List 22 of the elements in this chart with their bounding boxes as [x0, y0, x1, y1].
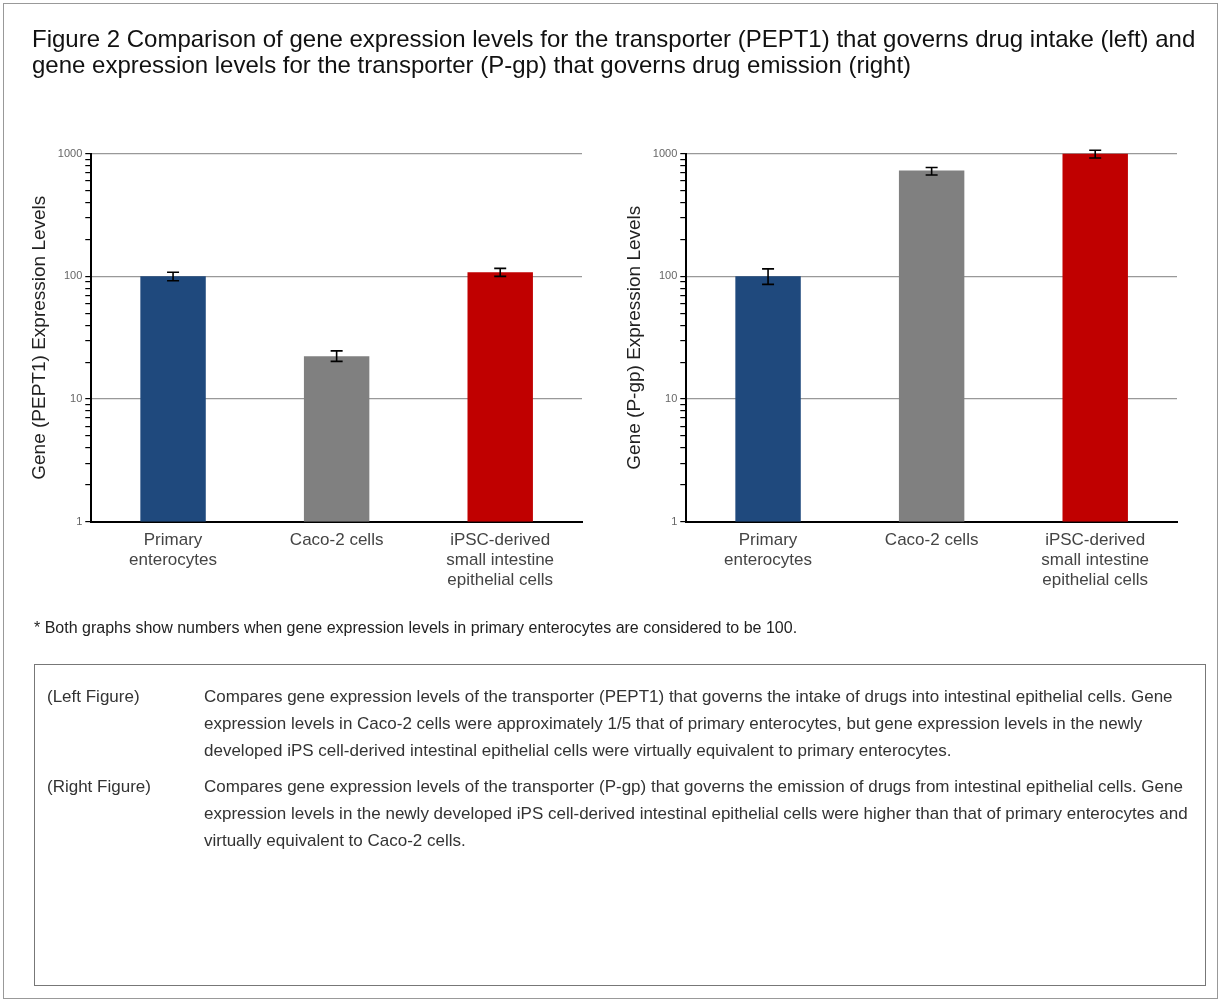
chart-title: Figure 2 Comparison of gene expression levels for the transporter (PEPT1) that governs drug intake (left) and gene expression levels for the transporter (P-gp) that governs drug emission (right)	[32, 25, 1197, 78]
y-tick-label: 100	[63, 269, 83, 282]
y-tick-label: 1	[76, 514, 83, 527]
text: (Right Figure)	[47, 776, 152, 798]
y-tick-label: 1000	[652, 146, 678, 159]
x-tick-label: Primary enterocytes	[129, 529, 217, 570]
text: * Both graphs show numbers when gene expression levels in primary enterocytes are considered to be 100.	[34, 619, 798, 637]
y-axis-title: Gene (P-gp) Expression Levels	[622, 205, 644, 470]
text: Compares gene expression levels of the transporter (P-gp) that governs the emission of drugs from intestinal epithelial cells. Gene expression levels in the newly developed iPS cell-derived intestinal epithelial cells were higher than that of primary enterocytes and virtually equivalent to Caco-2 cells.	[204, 776, 1189, 852]
y-tick-label: 1000	[57, 146, 83, 159]
x-tick-label: Primary enterocytes	[724, 529, 812, 570]
x-tick-label: Caco-2 cells	[884, 529, 979, 549]
y-tick-label: 10	[70, 392, 83, 405]
y-tick-label: 100	[658, 269, 678, 282]
y-axis-title: Gene (PEPT1) Expression Levels	[27, 195, 49, 480]
text: (Left Figure)	[47, 686, 141, 708]
y-tick-label: 10	[665, 392, 678, 405]
x-tick-label: iPSC-derived small intestine epithelial cells	[1041, 529, 1150, 590]
x-tick-label: Caco-2 cells	[289, 529, 384, 549]
text: Compares gene expression levels of the transporter (PEPT1) that governs the intake of drugs into intestinal epithelial cells. Gene expression levels in Caco-2 cells were approximately 1/5 that of primary enterocytes, but gene expression levels in the newly developed iPS cell-derived intestinal epithelial cells were virtually equivalent to primary enterocytes.	[204, 686, 1174, 762]
x-tick-label: iPSC-derived small intestine epithelial cells	[446, 529, 555, 590]
y-tick-label: 1	[671, 514, 678, 527]
